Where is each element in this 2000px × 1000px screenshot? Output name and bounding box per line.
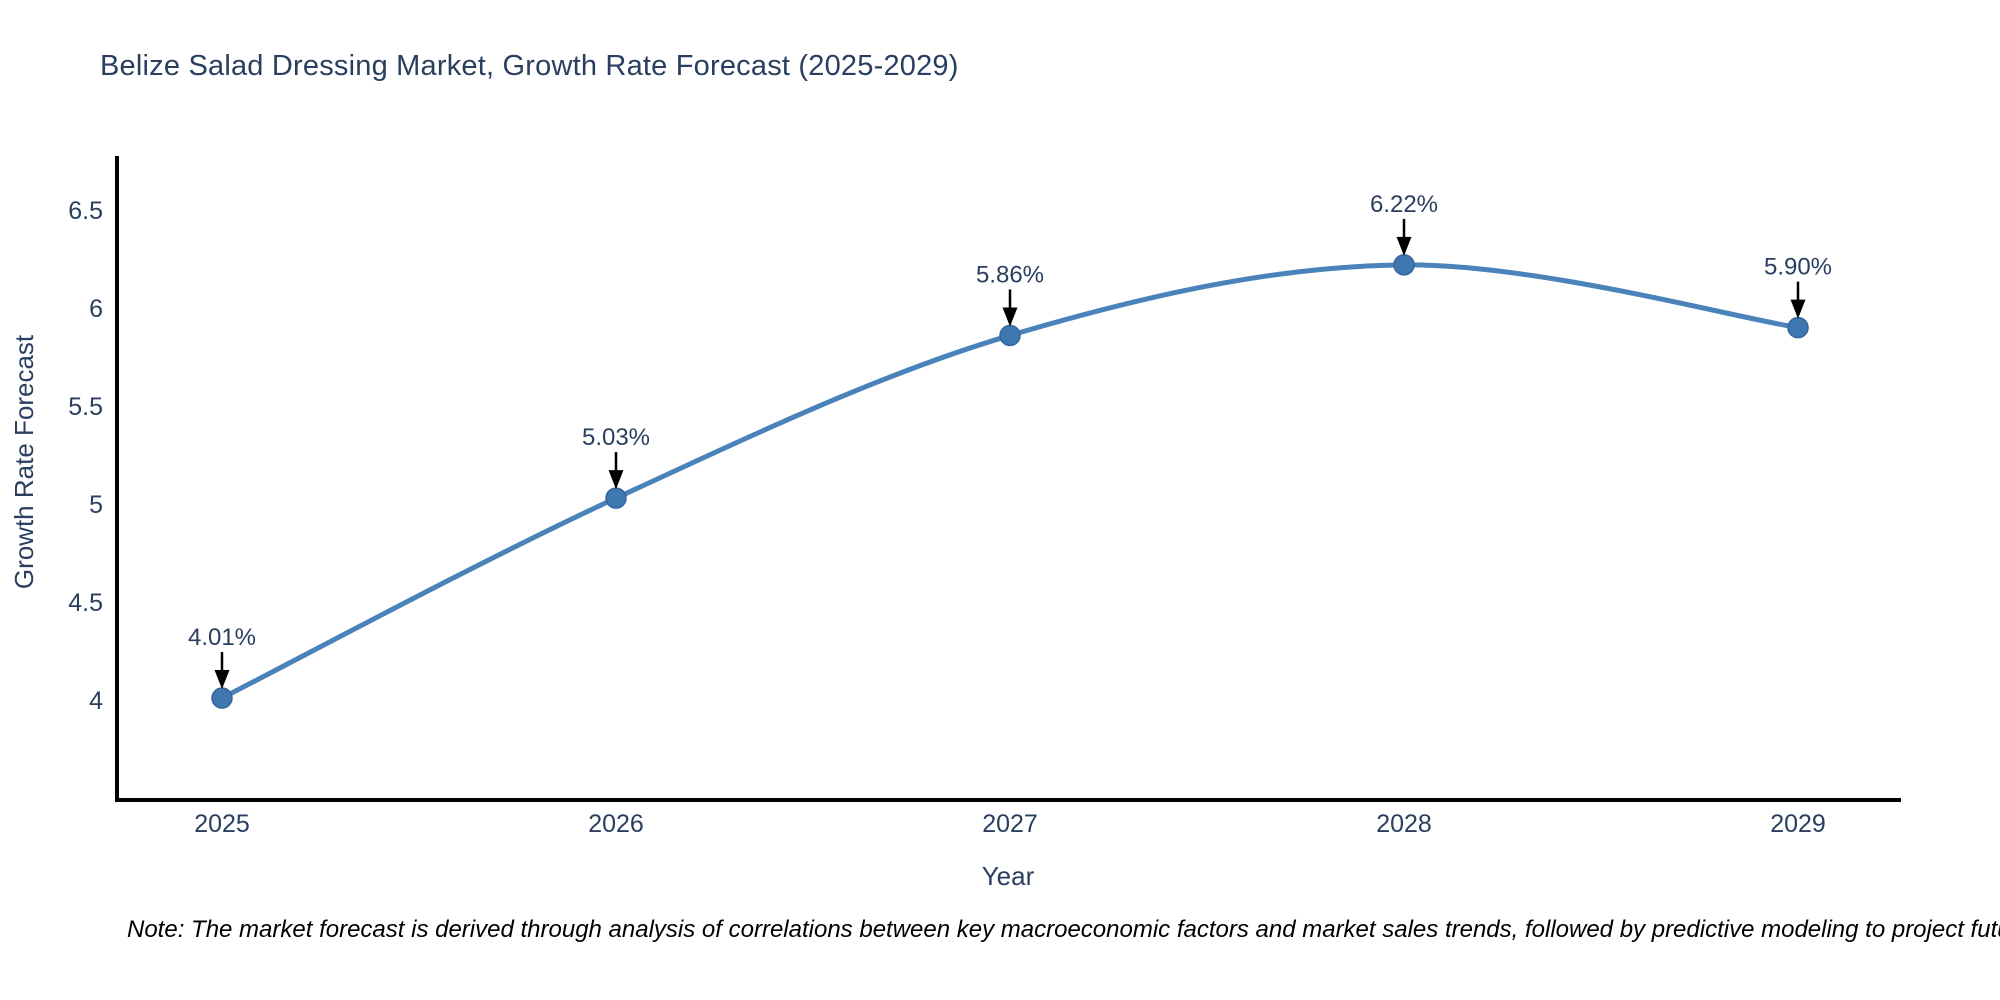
annotation-arrowhead (214, 670, 230, 690)
annotation-arrowhead (1396, 236, 1412, 256)
y-axis-title: Growth Rate Forecast (9, 334, 39, 589)
data-point-2028 (1393, 254, 1415, 276)
y-tick-label: 6 (89, 295, 103, 323)
y-axis-ticks: 4 4.5 5 5.5 6 6.5 (68, 197, 103, 715)
annotation-2028: 6.22% (1370, 191, 1438, 256)
y-tick-label: 4 (89, 687, 103, 715)
x-tick-label: 2027 (982, 810, 1038, 838)
x-tick-label: 2025 (194, 810, 250, 838)
x-tick-label: 2028 (1376, 810, 1432, 838)
y-tick-label: 6.5 (68, 197, 103, 225)
annotation-label: 5.90% (1764, 254, 1832, 281)
data-point-2029 (1787, 316, 1809, 339)
annotation-label: 5.86% (976, 261, 1044, 288)
x-tick-label: 2026 (588, 810, 644, 838)
y-tick-label: 5 (89, 491, 103, 519)
annotation-label: 4.01% (188, 624, 256, 651)
annotation-label: 5.03% (582, 424, 650, 451)
line-series (211, 254, 1809, 709)
annotations-layer: 4.01% 5.03% 5.86% 6.22% 5.90% (188, 191, 1832, 690)
data-point-2026 (605, 487, 627, 509)
annotation-2025: 4.01% (188, 624, 256, 690)
annotation-2026: 5.03% (582, 424, 650, 490)
data-point-2025 (211, 687, 233, 709)
data-point-2027 (999, 324, 1021, 347)
annotation-arrowhead (1790, 299, 1806, 319)
footnote-text: Note: The market forecast is derived thr… (127, 916, 2000, 943)
y-tick-label: 4.5 (68, 589, 103, 617)
annotation-arrowhead (608, 470, 624, 490)
annotation-2027: 5.86% (976, 261, 1044, 327)
x-axis-ticks: 2025 2026 2027 2028 2029 (194, 810, 1826, 838)
x-axis-title: Year (982, 861, 1035, 891)
annotation-arrowhead (1002, 307, 1018, 327)
footnote: Note: The market forecast is derived thr… (127, 916, 2000, 944)
annotation-2029: 5.90% (1764, 254, 1832, 319)
chart-title: Belize Salad Dressing Market, Growth Rat… (100, 50, 959, 82)
x-tick-label: 2029 (1770, 810, 1826, 838)
y-tick-label: 5.5 (68, 393, 103, 421)
annotation-label: 6.22% (1370, 191, 1438, 218)
